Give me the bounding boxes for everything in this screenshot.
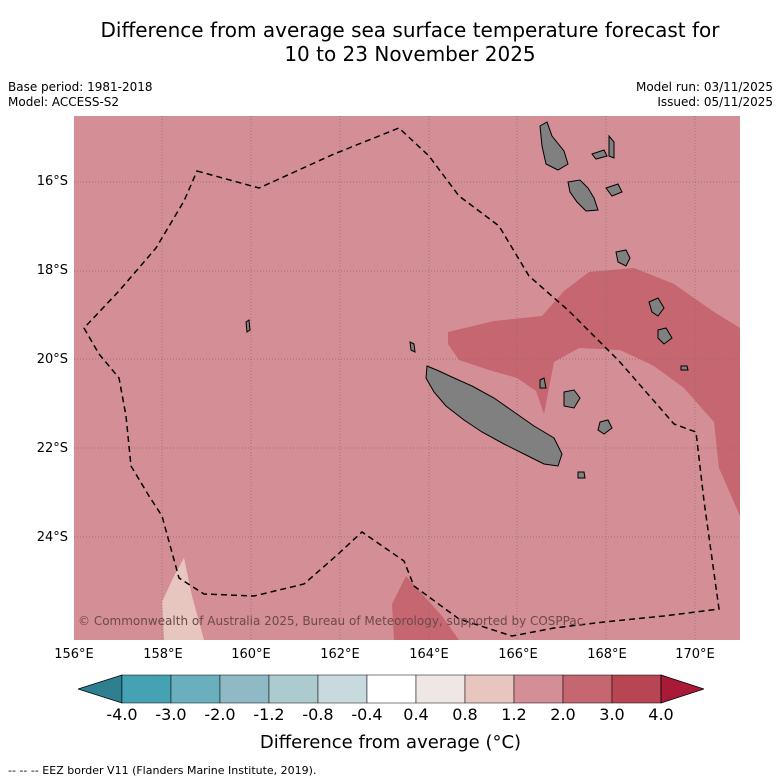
lon-label-158e: 158°E [143,647,183,662]
model-name: Model: ACCESS-S2 [8,95,120,109]
colorbar-bin-4 [268,674,319,704]
colorbar-tick-7: 0.4 [403,705,429,724]
colorbar-bin-8 [464,674,515,704]
lat-label-24s: 24°S [36,530,68,545]
title-line-2: 10 to 23 November 2025 [284,42,536,66]
lon-label-162e: 162°E [320,647,360,662]
vanuatu-south-island [615,249,631,267]
base-period: Base period: 1981-2018 [8,80,153,94]
new-caledonia-island [425,365,563,467]
colorbar-tick-4: -1.2 [253,705,285,724]
vanuatu-central-island [567,179,599,212]
vanuatu-north-island [539,121,569,171]
colorbar-bin-1 [121,674,172,704]
colorbar-tick-12: 4.0 [648,705,674,724]
colorbar-tick-1: -4.0 [106,705,138,724]
anomaly-background [74,116,740,640]
model-run: Model run: 03/11/2025 [635,80,773,94]
map-title: Difference from average sea surface temp… [40,18,780,66]
colorbar-bin-5 [317,674,368,704]
colorbar-bin-10 [562,674,613,704]
lon-label-156e: 156°E [54,647,94,662]
colorbar-tick-6: -0.4 [351,705,383,724]
colorbar-tick-10: 2.0 [550,705,576,724]
colorbar-tick-11: 3.0 [599,705,625,724]
loyalty-island-4 [657,327,673,345]
warm-anomaly-patch-south [392,576,459,640]
copyright-notice: © Commonwealth of Australia 2025, Bureau… [78,614,584,628]
colorbar-tick-8: 0.8 [452,705,478,724]
colorbar-bin-3 [219,674,270,704]
sst-map [74,116,740,640]
colorbar-label: Difference from average (°C) [259,732,522,753]
lat-label-20s: 20°S [36,352,68,367]
colorbar-tick-5: -0.8 [302,705,334,724]
vanuatu-east-island [608,134,615,159]
islet-east [680,365,689,371]
meta-right: Model run: 03/11/2025 Issued: 05/11/2025 [636,80,773,110]
lat-label-18s: 18°S [36,263,68,278]
colorbar-bin-11 [611,674,662,704]
lat-label-16s: 16°S [36,174,68,189]
vanuatu-small-island-1 [591,149,608,160]
colorbar-tick-9: 1.2 [501,705,527,724]
meta-left: Base period: 1981-2018 Model: ACCESS-S2 [8,80,153,110]
lon-label-166e: 166°E [498,647,538,662]
lat-label-22s: 22°S [36,441,68,456]
colorbar-bin-2 [170,674,221,704]
issued-date: Issued: 05/11/2025 [657,95,773,109]
vanuatu-small-island-2 [605,183,623,197]
colorbar-low-extend [78,674,123,704]
colorbar-tick-3: -2.0 [204,705,236,724]
islands [245,121,689,479]
cool-anomaly-patch [162,558,204,640]
colorbar-tick-2: -3.0 [155,705,187,724]
colorbar-bin-6 [366,674,417,704]
colorbar [78,674,704,704]
colorbar-high-extend [660,674,704,704]
lon-label-168e: 168°E [587,647,627,662]
islet-south [577,471,586,479]
title-line-1: Difference from average sea surface temp… [100,18,720,42]
islet-near-lifou [539,377,547,389]
loyalty-island-2 [597,419,613,435]
loyalty-island-3 [648,297,665,317]
loyalty-island-1 [563,389,581,409]
lon-label-170e: 170°E [675,647,715,662]
eez-border [83,127,720,637]
eez-legend-note: -- -- -- EEZ border V11 (Flanders Marine… [8,764,317,777]
lon-label-160e: 160°E [231,647,271,662]
colorbar-bin-9 [513,674,564,704]
islet-west [245,319,251,333]
colorbar-bin-7 [415,674,466,704]
lon-label-164e: 164°E [409,647,449,662]
islet-north [409,341,416,353]
